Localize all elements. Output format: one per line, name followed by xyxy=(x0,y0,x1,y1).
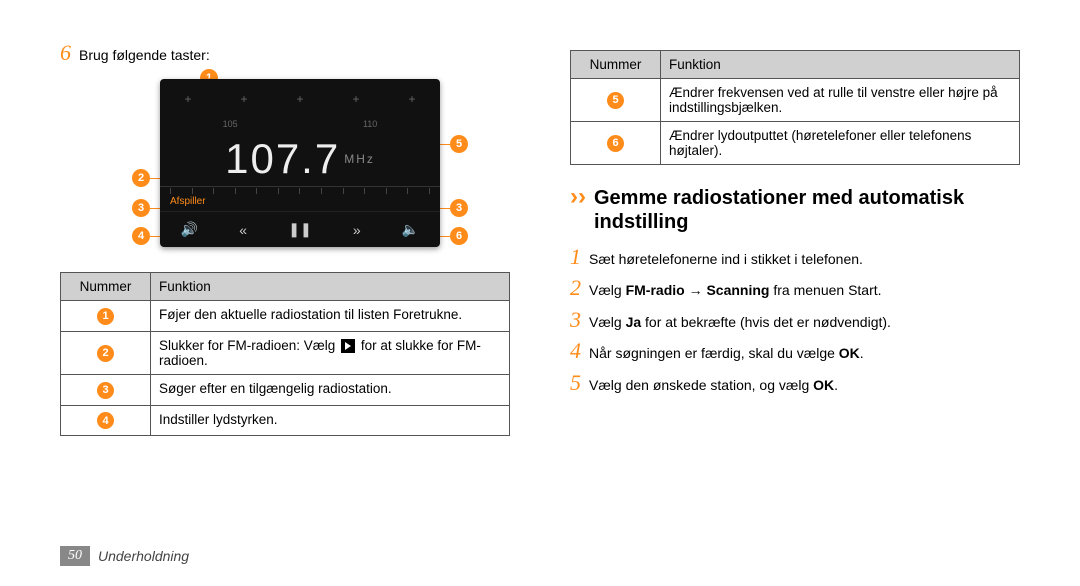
step-text: Vælg Ja for at bekræfte (hvis det er nød… xyxy=(589,307,891,333)
step-text: Brug følgende taster: xyxy=(79,40,210,66)
next-icon: » xyxy=(353,222,361,238)
number-badge: 2 xyxy=(97,345,114,362)
radio-scale-numbers: 105 110 xyxy=(160,119,440,129)
right-table: Nummer Funktion 5 Ændrer frekvensen ved a… xyxy=(570,50,1020,165)
radio-status: Afspiller xyxy=(160,194,440,211)
radio-figure: 1 5 2 3 3 4 6 +++++ 105 110 xyxy=(160,79,440,247)
table-header-num: Nummer xyxy=(61,273,151,301)
section-heading: ›› Gemme radiostationer med automatisk i… xyxy=(570,183,1020,234)
step-6: 6 Brug følgende taster: xyxy=(60,40,510,66)
radio-tuning-scale xyxy=(160,186,440,194)
table-cell: Slukker for FM-radioen: Vælg for at sluk… xyxy=(151,331,510,374)
left-table: Nummer Funktion 1 Føjer den aktuelle radi… xyxy=(60,272,510,436)
step-text: Vælg den ønskede station, og vælg OK. xyxy=(589,370,838,396)
table-cell: Søger efter en tilgængelig radiostation. xyxy=(151,375,510,406)
step-text: Når søgningen er færdig, skal du vælge O… xyxy=(589,338,864,364)
step-text: Vælg FM-radio → Scanning fra menuen Star… xyxy=(589,275,882,301)
number-badge: 6 xyxy=(607,135,624,152)
table-cell: Ændrer lydoutputtet (høretelefoner eller… xyxy=(661,122,1020,165)
callout-3-left: 3 xyxy=(132,199,150,217)
radio-frequency: 107.7 MHz xyxy=(160,131,440,186)
callout-2: 2 xyxy=(132,169,150,187)
volume-icon: 🔊 xyxy=(181,221,198,238)
section-title: Gemme radiostationer med automatisk inds… xyxy=(594,186,1020,234)
page-footer: 50 Underholdning xyxy=(60,546,189,566)
table-cell: Føjer den aktuelle radiostation til list… xyxy=(151,301,510,332)
step-number: 1 xyxy=(570,244,581,270)
chevron-icon: ›› xyxy=(570,183,586,211)
number-badge: 5 xyxy=(607,92,624,109)
callout-5: 5 xyxy=(450,135,468,153)
steps-list: 1 Sæt høretelefonerne ind i stikket i tel… xyxy=(570,244,1020,396)
number-badge: 4 xyxy=(97,412,114,429)
callout-6: 6 xyxy=(450,227,468,245)
table-header-num: Nummer xyxy=(571,51,661,79)
prev-icon: « xyxy=(239,222,247,238)
play-icon xyxy=(341,339,355,353)
radio-screenshot: +++++ 105 110 107.7 MHz Afspiller 🔊 « xyxy=(160,79,440,247)
footer-category: Underholdning xyxy=(98,548,189,564)
radio-controls: 🔊 « ❚❚ » 🔈 xyxy=(160,211,440,247)
callout-3-right: 3 xyxy=(450,199,468,217)
left-column: 6 Brug følgende taster: 1 5 2 3 3 4 6 ++… xyxy=(60,40,510,546)
table-header-func: Funktion xyxy=(661,51,1020,79)
step-number: 3 xyxy=(570,307,581,333)
speaker-icon: 🔈 xyxy=(402,221,419,238)
table-cell: Ændrer frekvensen ved at rulle til venst… xyxy=(661,79,1020,122)
right-column: Nummer Funktion 5 Ændrer frekvensen ved a… xyxy=(570,40,1020,546)
step-number: 5 xyxy=(570,370,581,396)
table-header-func: Funktion xyxy=(151,273,510,301)
step-number: 6 xyxy=(60,40,71,66)
number-badge: 1 xyxy=(97,308,114,325)
number-badge: 3 xyxy=(97,382,114,399)
table-cell: Indstiller lydstyrken. xyxy=(151,405,510,436)
radio-favorites-row: +++++ xyxy=(160,79,440,119)
step-text: Sæt høretelefonerne ind i stikket i tele… xyxy=(589,244,863,270)
step-number: 2 xyxy=(570,275,581,301)
step-number: 4 xyxy=(570,338,581,364)
callout-4: 4 xyxy=(132,227,150,245)
page-number: 50 xyxy=(60,546,90,566)
pause-icon: ❚❚ xyxy=(288,221,311,238)
